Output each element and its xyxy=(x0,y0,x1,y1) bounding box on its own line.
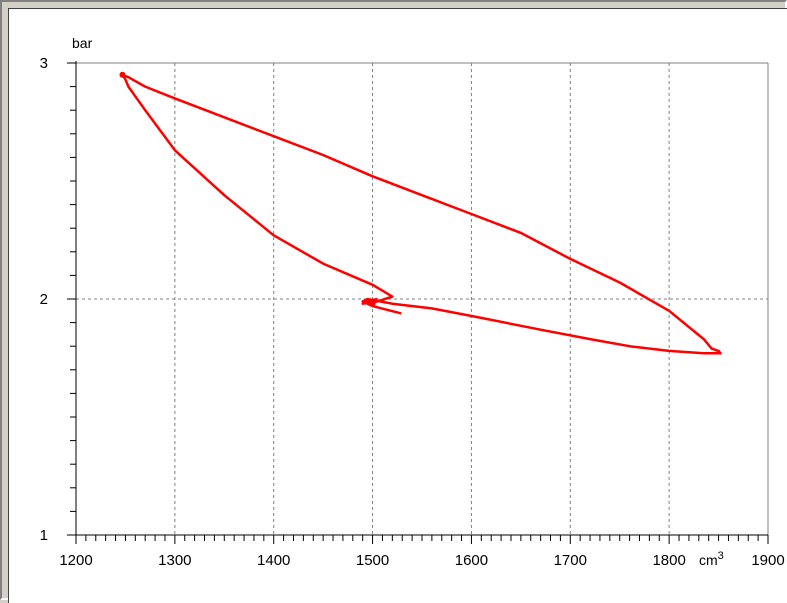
x-tick-label-1600: 1600 xyxy=(455,552,488,569)
x-tick-label-1500: 1500 xyxy=(356,552,389,569)
series-line-0 xyxy=(121,73,722,355)
x-tick-label-1400: 1400 xyxy=(257,552,290,569)
y-tick-label-1: 1 xyxy=(40,527,48,544)
minor-ticks xyxy=(67,62,769,544)
x-tick-label-1800: 1800 xyxy=(652,552,685,569)
series-layer xyxy=(119,71,722,355)
y-axis-unit-label: bar xyxy=(72,35,93,51)
x-tick-label-1700: 1700 xyxy=(554,552,587,569)
tick-labels: 1200 1300 1400 1500 1600 1700 1800 1900 1 2 3 xyxy=(40,55,785,569)
arrow-head-marker xyxy=(361,297,378,307)
x-tick-label-1900: 1900 xyxy=(751,552,784,569)
x-tick-label-1300: 1300 xyxy=(158,552,191,569)
y-tick-label-3: 3 xyxy=(40,55,48,72)
axis-layer xyxy=(75,61,768,536)
x-axis-unit-label: cm3 xyxy=(699,550,724,568)
y-tick-label-2: 2 xyxy=(40,291,48,308)
x-tick-label-1200: 1200 xyxy=(59,552,92,569)
grid-layer xyxy=(76,62,769,535)
vertex-marker xyxy=(119,71,126,78)
